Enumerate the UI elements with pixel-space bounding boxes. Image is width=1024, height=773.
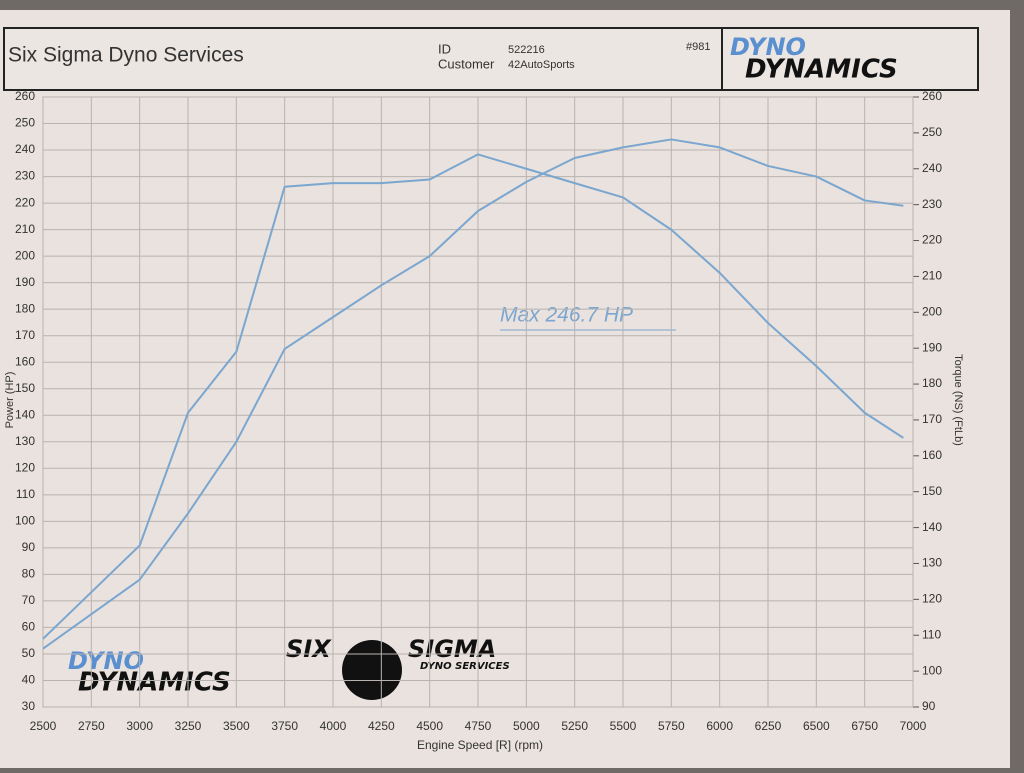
y2-tick-label: 260 xyxy=(922,89,942,103)
logo-sigma: SIGMA xyxy=(408,635,496,663)
y-tick-label: 190 xyxy=(15,275,35,289)
id-value: 522216 xyxy=(508,44,545,56)
y-tick-label: 200 xyxy=(15,248,35,262)
y-tick-label: 240 xyxy=(15,142,35,156)
x-tick-label: 3500 xyxy=(223,719,250,733)
y2-tick-label: 200 xyxy=(922,304,942,318)
y2-tick-label: 130 xyxy=(922,556,942,570)
y2-tick-label: 250 xyxy=(922,125,942,139)
run-number: #981 xyxy=(686,41,710,53)
y-tick-label: 250 xyxy=(15,116,35,130)
y2-tick-label: 100 xyxy=(922,663,942,677)
logo-bottom: DYNAMICS xyxy=(745,55,898,85)
y-tick-label: 70 xyxy=(22,593,36,607)
y-tick-label: 130 xyxy=(15,434,35,448)
y-tick-label: 80 xyxy=(22,567,36,581)
logo-services: DYNO SERVICES xyxy=(420,661,510,672)
y-tick-label: 260 xyxy=(15,89,35,103)
logo-dyno: DYNO xyxy=(68,647,144,675)
series-line xyxy=(42,153,904,640)
y-tick-label: 220 xyxy=(15,195,35,209)
y-tick-label: 90 xyxy=(22,540,36,554)
y-tick-label: 210 xyxy=(15,222,35,236)
y2-tick-label: 190 xyxy=(922,340,942,354)
y2-tick-label: 210 xyxy=(922,269,942,283)
y-tick-label: 150 xyxy=(15,381,35,395)
y2-tick-label: 90 xyxy=(922,699,936,713)
x-axis-label: Engine Speed [R] (rpm) xyxy=(417,738,543,752)
x-tick-label: 5000 xyxy=(513,719,540,733)
header-box xyxy=(3,27,979,91)
x-tick-label: 2500 xyxy=(30,719,57,733)
y-tick-label: 40 xyxy=(22,673,36,687)
y2-tick-label: 160 xyxy=(922,448,942,462)
customer-value: 42AutoSports xyxy=(508,59,575,71)
x-tick-label: 3750 xyxy=(271,719,298,733)
id-label: ID xyxy=(438,41,451,56)
y2-tick-label: 140 xyxy=(922,520,942,534)
x-tick-label: 3000 xyxy=(126,719,153,733)
y-tick-label: 30 xyxy=(22,699,36,713)
y2-tick-label: 220 xyxy=(922,233,942,247)
x-tick-label: 6250 xyxy=(755,719,782,733)
y-tick-label: 230 xyxy=(15,169,35,183)
y2-tick-label: 240 xyxy=(922,161,942,175)
x-tick-label: 5250 xyxy=(561,719,588,733)
y2-tick-label: 150 xyxy=(922,484,942,498)
series-line xyxy=(42,138,904,650)
x-tick-label: 4500 xyxy=(416,719,443,733)
y2-axis-label: Torque (NS) (FtLb) xyxy=(952,354,964,446)
logo-top: DYNO xyxy=(730,33,806,61)
y-tick-label: 180 xyxy=(15,301,35,315)
y-tick-label: 140 xyxy=(15,407,35,421)
annotation: Max 246.7 HP xyxy=(500,304,633,327)
x-tick-label: 2750 xyxy=(78,719,105,733)
x-tick-label: 6500 xyxy=(803,719,830,733)
x-tick-label: 4000 xyxy=(320,719,347,733)
logo-dynamics: DYNAMICS xyxy=(78,668,231,698)
y-axis-label: Power (HP) xyxy=(4,372,16,429)
x-tick-label: 4750 xyxy=(465,719,492,733)
y2-tick-label: 230 xyxy=(922,197,942,211)
x-tick-label: 5750 xyxy=(658,719,685,733)
header-title: Six Sigma Dyno Services xyxy=(8,44,244,67)
y-tick-label: 110 xyxy=(16,487,35,501)
y-tick-label: 170 xyxy=(15,328,35,342)
y2-tick-label: 120 xyxy=(922,592,942,606)
x-tick-label: 6750 xyxy=(851,719,878,733)
y-tick-label: 160 xyxy=(15,354,35,368)
y-tick-label: 60 xyxy=(22,620,36,634)
y-tick-label: 120 xyxy=(15,460,35,474)
logo-six: SIX xyxy=(286,635,332,663)
x-tick-label: 6000 xyxy=(706,719,733,733)
x-tick-label: 4250 xyxy=(368,719,395,733)
x-tick-label: 3250 xyxy=(175,719,202,733)
customer-label: Customer xyxy=(438,56,495,71)
y2-tick-label: 180 xyxy=(922,376,942,390)
y-tick-label: 50 xyxy=(22,646,36,660)
x-tick-label: 5500 xyxy=(610,719,637,733)
y2-tick-label: 170 xyxy=(922,412,942,426)
logo-six-mark xyxy=(342,640,402,700)
x-tick-label: 7000 xyxy=(900,719,927,733)
y-tick-label: 100 xyxy=(15,514,35,528)
y2-tick-label: 110 xyxy=(922,627,941,641)
